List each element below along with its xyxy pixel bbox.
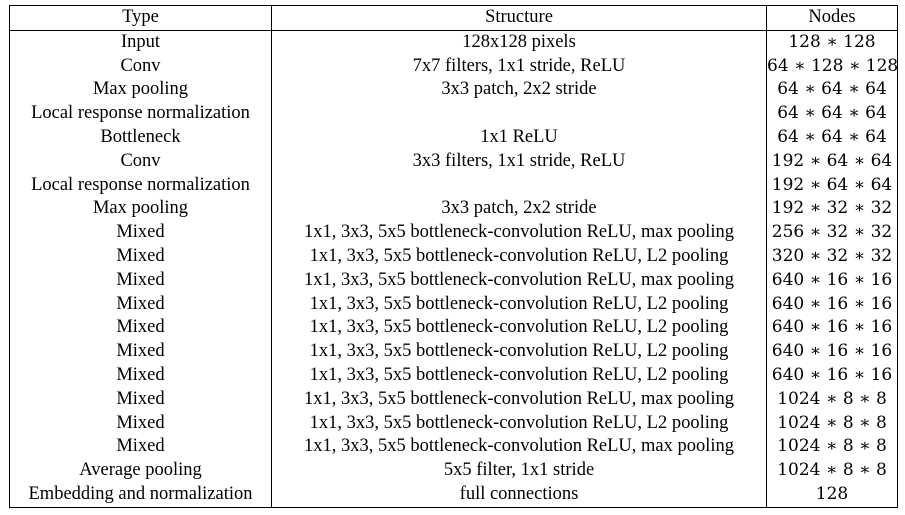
cell-nodes: 192 ∗ 32 ∗ 32 <box>766 197 898 222</box>
cell-type: Input <box>9 30 272 55</box>
table-row: Mixed 1x1, 3x3, 5x5 bottleneck-convolutio… <box>9 292 898 317</box>
cell-nodes: 192 ∗ 64 ∗ 64 <box>766 173 898 198</box>
cell-structure: 5x5 filter, 1x1 stride <box>271 459 767 483</box>
cell-nodes: 640 ∗ 16 ∗ 16 <box>766 363 898 388</box>
table-row: Mixed 1x1, 3x3, 5x5 bottleneck-convolutio… <box>9 435 898 460</box>
header-row: Type Structure Nodes <box>9 5 898 31</box>
table-header: Type Structure Nodes <box>9 5 898 31</box>
cell-structure: 1x1, 3x3, 5x5 bottleneck-convolution ReL… <box>271 340 767 364</box>
table-row: Conv 7x7 filters, 1x1 stride, ReLU 64 ∗ 12… <box>9 54 898 79</box>
cell-type: Bottleneck <box>9 125 272 150</box>
table-row: Max pooling 3x3 patch, 2x2 stride 64 ∗ 64 … <box>9 78 898 103</box>
cell-nodes: 320 ∗ 32 ∗ 32 <box>766 244 898 269</box>
cell-type: Mixed <box>9 411 272 436</box>
cell-nodes: 64 ∗ 64 ∗ 64 <box>766 125 898 150</box>
table-body: Input 128x128 pixels 128 ∗ 128 Conv 7x7 filt… <box>9 30 898 508</box>
cell-nodes: 192 ∗ 64 ∗ 64 <box>766 149 898 174</box>
architecture-table: Type Structure Nodes Input 128x128 pixels… <box>9 5 898 508</box>
cell-structure: 1x1, 3x3, 5x5 bottleneck-convolution ReL… <box>271 411 767 436</box>
cell-type: Average pooling <box>9 459 272 483</box>
cell-nodes: 1024 ∗ 8 ∗ 8 <box>766 435 898 460</box>
table-row: Local response normalization 64 ∗ 64 ∗ 64 <box>9 102 898 126</box>
cell-structure: full connections <box>271 482 767 508</box>
cell-nodes: 64 ∗ 128 ∗ 128 <box>766 54 898 79</box>
table-row: Average pooling 5x5 filter, 1x1 stride 102… <box>9 459 898 483</box>
cell-type: Mixed <box>9 387 272 412</box>
cell-type: Max pooling <box>9 197 272 222</box>
cell-structure: 128x128 pixels <box>271 30 767 55</box>
cell-type: Conv <box>9 54 272 79</box>
cell-nodes: 256 ∗ 32 ∗ 32 <box>766 221 898 245</box>
cell-nodes: 640 ∗ 16 ∗ 16 <box>766 268 898 293</box>
cell-structure: 7x7 filters, 1x1 stride, ReLU <box>271 54 767 79</box>
table-row: Conv 3x3 filters, 1x1 stride, ReLU 192 ∗ 6… <box>9 149 898 174</box>
cell-structure: 1x1, 3x3, 5x5 bottleneck-convolution ReL… <box>271 316 767 341</box>
cell-structure: 1x1, 3x3, 5x5 bottleneck-convolution ReL… <box>271 363 767 388</box>
cell-structure <box>271 173 767 198</box>
cell-structure: 1x1, 3x3, 5x5 bottleneck-convolution ReL… <box>271 268 767 293</box>
cell-structure: 1x1, 3x3, 5x5 bottleneck-convolution ReL… <box>271 292 767 317</box>
cell-type: Mixed <box>9 221 272 245</box>
cell-type: Mixed <box>9 292 272 317</box>
table-row: Mixed 1x1, 3x3, 5x5 bottleneck-convolutio… <box>9 244 898 269</box>
cell-type: Mixed <box>9 244 272 269</box>
cell-nodes: 64 ∗ 64 ∗ 64 <box>766 78 898 103</box>
cell-structure: 3x3 patch, 2x2 stride <box>271 78 767 103</box>
cell-nodes: 640 ∗ 16 ∗ 16 <box>766 292 898 317</box>
cell-structure: 1x1, 3x3, 5x5 bottleneck-convolution ReL… <box>271 244 767 269</box>
header-structure: Structure <box>271 5 767 31</box>
cell-type: Embedding and normalization <box>9 482 272 508</box>
table-row: Mixed 1x1, 3x3, 5x5 bottleneck-convolutio… <box>9 221 898 245</box>
cell-type: Mixed <box>9 268 272 293</box>
cell-nodes: 1024 ∗ 8 ∗ 8 <box>766 459 898 483</box>
table-row: Mixed 1x1, 3x3, 5x5 bottleneck-convolutio… <box>9 387 898 412</box>
cell-nodes: 640 ∗ 16 ∗ 16 <box>766 340 898 364</box>
cell-type: Mixed <box>9 435 272 460</box>
table-row: Mixed 1x1, 3x3, 5x5 bottleneck-convolutio… <box>9 316 898 341</box>
table-row: Mixed 1x1, 3x3, 5x5 bottleneck-convolutio… <box>9 268 898 293</box>
cell-nodes: 1024 ∗ 8 ∗ 8 <box>766 411 898 436</box>
table-row: Mixed 1x1, 3x3, 5x5 bottleneck-convolutio… <box>9 340 898 364</box>
cell-nodes: 640 ∗ 16 ∗ 16 <box>766 316 898 341</box>
cell-nodes: 128 ∗ 128 <box>766 30 898 55</box>
cell-type: Mixed <box>9 316 272 341</box>
cell-type: Max pooling <box>9 78 272 103</box>
cell-structure: 1x1, 3x3, 5x5 bottleneck-convolution ReL… <box>271 221 767 245</box>
cell-structure <box>271 102 767 126</box>
table-row: Local response normalization 192 ∗ 64 ∗ 6… <box>9 173 898 198</box>
cell-nodes: 64 ∗ 64 ∗ 64 <box>766 102 898 126</box>
cell-structure: 3x3 filters, 1x1 stride, ReLU <box>271 149 767 174</box>
table-row: Mixed 1x1, 3x3, 5x5 bottleneck-convolutio… <box>9 411 898 436</box>
cell-structure: 1x1, 3x3, 5x5 bottleneck-convolution ReL… <box>271 435 767 460</box>
table-row: Bottleneck 1x1 ReLU 64 ∗ 64 ∗ 64 <box>9 125 898 150</box>
table-row: Input 128x128 pixels 128 ∗ 128 <box>9 30 898 55</box>
table-row: Max pooling 3x3 patch, 2x2 stride 192 ∗ 32… <box>9 197 898 222</box>
cell-structure: 1x1 ReLU <box>271 125 767 150</box>
cell-type: Local response normalization <box>9 102 272 126</box>
cell-nodes: 1024 ∗ 8 ∗ 8 <box>766 387 898 412</box>
cell-structure: 1x1, 3x3, 5x5 bottleneck-convolution ReL… <box>271 387 767 412</box>
cell-type: Mixed <box>9 363 272 388</box>
header-nodes: Nodes <box>766 5 898 31</box>
cell-nodes: 128 <box>766 482 898 508</box>
table-row: Embedding and normalization full connecti… <box>9 482 898 508</box>
cell-type: Mixed <box>9 340 272 364</box>
cell-structure: 3x3 patch, 2x2 stride <box>271 197 767 222</box>
header-type: Type <box>9 5 272 31</box>
table-row: Mixed 1x1, 3x3, 5x5 bottleneck-convolutio… <box>9 363 898 388</box>
cell-type: Conv <box>9 149 272 174</box>
cell-type: Local response normalization <box>9 173 272 198</box>
